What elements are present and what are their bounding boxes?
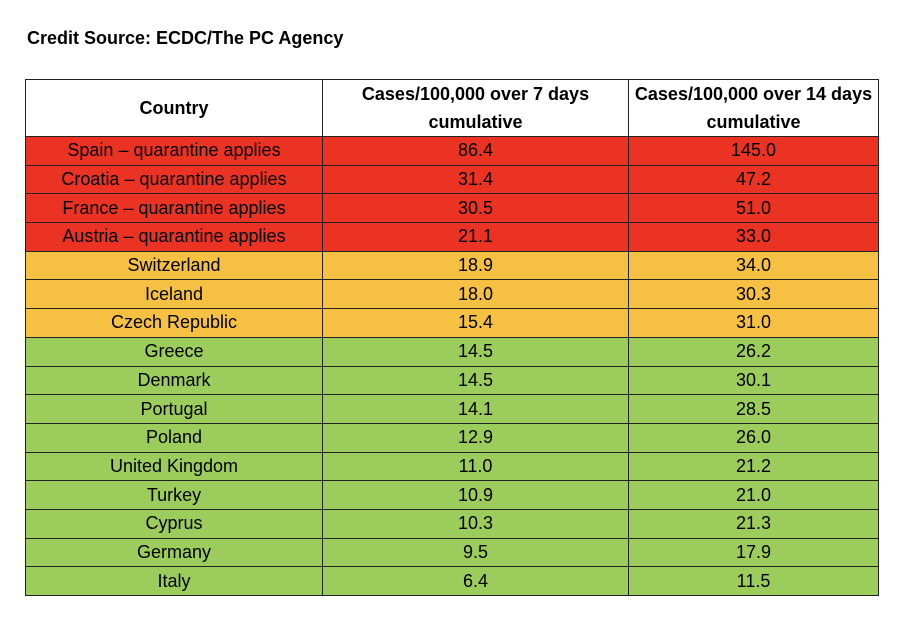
table-row: Spain – quarantine applies 86.4 145.0 bbox=[25, 136, 879, 166]
cell-cases-14-days: 47.2 bbox=[628, 164, 879, 195]
cell-cases-7-days: 14.1 bbox=[322, 394, 629, 424]
cell-country: Germany bbox=[25, 537, 323, 568]
cell-cases-14-days: 145.0 bbox=[628, 136, 879, 166]
cell-cases-7-days: 6.4 bbox=[322, 566, 629, 596]
cell-country: France – quarantine applies bbox=[25, 193, 323, 224]
table-row: United Kingdom 11.0 21.2 bbox=[25, 451, 879, 482]
cell-cases-14-days: 31.0 bbox=[628, 308, 879, 338]
table-row: Iceland 18.0 30.3 bbox=[25, 279, 879, 310]
table-row: Greece 14.5 26.2 bbox=[25, 336, 879, 367]
table-row: Croatia – quarantine applies 31.4 47.2 bbox=[25, 164, 879, 195]
cell-country: Portugal bbox=[25, 394, 323, 424]
cell-country: Poland bbox=[25, 422, 323, 453]
credit-source: Credit Source: ECDC/The PC Agency bbox=[27, 28, 344, 48]
table-row: Portugal 14.1 28.5 bbox=[25, 394, 879, 424]
cell-cases-14-days: 33.0 bbox=[628, 222, 879, 252]
cell-country: Switzerland bbox=[25, 250, 323, 281]
cell-cases-7-days: 10.3 bbox=[322, 508, 629, 539]
cell-cases-7-days: 11.0 bbox=[322, 451, 629, 482]
cell-cases-14-days: 30.3 bbox=[628, 279, 879, 310]
header-row: Country Cases/100,000 over 7 days cumula… bbox=[25, 79, 879, 137]
cases-table: Country Cases/100,000 over 7 days cumula… bbox=[25, 79, 879, 596]
cell-cases-7-days: 30.5 bbox=[322, 193, 629, 224]
cell-cases-7-days: 31.4 bbox=[322, 164, 629, 195]
table-row: Switzerland 18.9 34.0 bbox=[25, 250, 879, 281]
cell-country: Austria – quarantine applies bbox=[25, 222, 323, 252]
cell-cases-7-days: 12.9 bbox=[322, 422, 629, 453]
header-cases-7-days: Cases/100,000 over 7 days cumulative bbox=[322, 79, 629, 137]
cell-country: Iceland bbox=[25, 279, 323, 310]
cell-cases-7-days: 9.5 bbox=[322, 537, 629, 568]
cell-country: Italy bbox=[25, 566, 323, 596]
cell-country: Greece bbox=[25, 336, 323, 367]
cell-country: Turkey bbox=[25, 480, 323, 510]
cell-cases-14-days: 30.1 bbox=[628, 365, 879, 396]
cell-cases-14-days: 11.5 bbox=[628, 566, 879, 596]
table-row: Denmark 14.5 30.1 bbox=[25, 365, 879, 396]
cell-cases-7-days: 86.4 bbox=[322, 136, 629, 166]
table-row: Poland 12.9 26.0 bbox=[25, 422, 879, 453]
cell-cases-7-days: 15.4 bbox=[322, 308, 629, 338]
table-row: Italy 6.4 11.5 bbox=[25, 566, 879, 596]
cell-cases-14-days: 26.2 bbox=[628, 336, 879, 367]
cell-cases-7-days: 14.5 bbox=[322, 365, 629, 396]
table-row: Czech Republic 15.4 31.0 bbox=[25, 308, 879, 338]
cell-cases-14-days: 51.0 bbox=[628, 193, 879, 224]
cell-country: United Kingdom bbox=[25, 451, 323, 482]
cell-country: Czech Republic bbox=[25, 308, 323, 338]
cell-cases-14-days: 28.5 bbox=[628, 394, 879, 424]
cell-cases-14-days: 21.3 bbox=[628, 508, 879, 539]
cell-cases-14-days: 34.0 bbox=[628, 250, 879, 281]
cell-country: Denmark bbox=[25, 365, 323, 396]
header-cases-14-days: Cases/100,000 over 14 days cumulative bbox=[628, 79, 879, 137]
cell-cases-7-days: 14.5 bbox=[322, 336, 629, 367]
table-row: Turkey 10.9 21.0 bbox=[25, 480, 879, 510]
cell-cases-7-days: 10.9 bbox=[322, 480, 629, 510]
table-row: Cyprus 10.3 21.3 bbox=[25, 508, 879, 539]
cell-cases-14-days: 21.0 bbox=[628, 480, 879, 510]
table-row: Austria – quarantine applies 21.1 33.0 bbox=[25, 222, 879, 252]
header-country: Country bbox=[25, 79, 323, 137]
table-body: Spain – quarantine applies 86.4 145.0 Croat… bbox=[25, 136, 879, 596]
cell-cases-14-days: 17.9 bbox=[628, 537, 879, 568]
table-row: Germany 9.5 17.9 bbox=[25, 537, 879, 568]
cell-country: Croatia – quarantine applies bbox=[25, 164, 323, 195]
cell-cases-14-days: 26.0 bbox=[628, 422, 879, 453]
table-header: Country Cases/100,000 over 7 days cumula… bbox=[25, 79, 879, 137]
cell-cases-7-days: 21.1 bbox=[322, 222, 629, 252]
cell-cases-7-days: 18.9 bbox=[322, 250, 629, 281]
cell-country: Cyprus bbox=[25, 508, 323, 539]
cell-cases-7-days: 18.0 bbox=[322, 279, 629, 310]
cell-country: Spain – quarantine applies bbox=[25, 136, 323, 166]
table-row: France – quarantine applies 30.5 51.0 bbox=[25, 193, 879, 224]
cell-cases-14-days: 21.2 bbox=[628, 451, 879, 482]
